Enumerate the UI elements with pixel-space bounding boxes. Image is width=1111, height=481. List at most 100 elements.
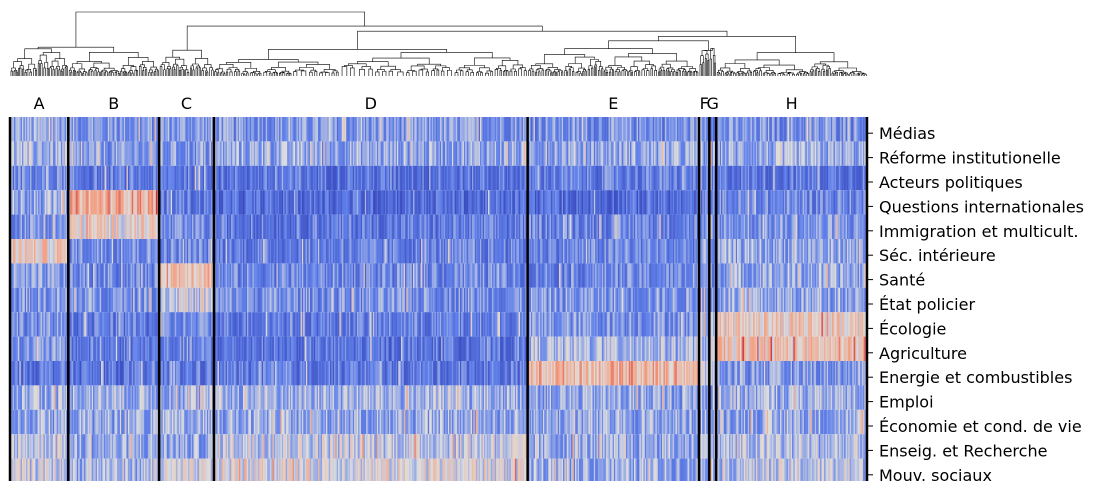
heatmap-cell [398, 239, 401, 264]
heatmap-cell [30, 117, 32, 142]
heatmap-cell [252, 141, 255, 166]
heatmap-cell [717, 141, 719, 166]
heatmap-cell [197, 239, 200, 264]
heatmap-cell [35, 117, 38, 142]
heatmap-cell [770, 190, 773, 215]
heatmap-cell [700, 239, 703, 264]
heatmap-cell [101, 165, 103, 191]
dendrogram-link [162, 62, 170, 67]
dendrogram-link [54, 58, 65, 66]
heatmap-cell [202, 165, 205, 191]
heatmap-cell [236, 190, 238, 215]
heatmap-cell [315, 165, 317, 191]
heatmap-cell [415, 190, 418, 215]
heatmap-cell [430, 117, 433, 142]
heatmap-cell [545, 190, 548, 215]
heatmap-cell [168, 117, 170, 142]
heatmap-cell [145, 239, 147, 264]
heatmap-cell [579, 263, 581, 288]
heatmap-cell [300, 117, 303, 142]
heatmap-cell [147, 141, 150, 166]
heatmap-cell [517, 263, 520, 288]
heatmap-cell [284, 117, 287, 142]
heatmap-cell [664, 117, 667, 142]
heatmap-cell [832, 263, 834, 288]
heatmap-cell [122, 239, 125, 264]
heatmap-cell [840, 141, 842, 166]
heatmap-cell [738, 117, 741, 142]
heatmap-cell [153, 190, 155, 215]
heatmap-cell [832, 141, 834, 166]
heatmap-cell [398, 141, 401, 166]
heatmap-cell [441, 214, 443, 239]
heatmap-cell [413, 141, 415, 166]
heatmap-cell [563, 263, 565, 288]
heatmap-cell [209, 141, 212, 166]
heatmap-cell [540, 214, 542, 239]
heatmap-cell [392, 214, 395, 239]
heatmap-cell [411, 263, 414, 288]
heatmap-cell [771, 117, 774, 142]
dendrogram-link [289, 73, 292, 76]
heatmap-cell [317, 165, 320, 191]
heatmap-cell [680, 214, 683, 239]
heatmap-cell [375, 141, 378, 166]
heatmap-cell [434, 190, 437, 215]
heatmap-cell [854, 190, 857, 215]
heatmap-cell [105, 117, 107, 142]
heatmap-cell [425, 214, 427, 239]
heatmap-cell [406, 214, 409, 239]
heatmap-cell [154, 117, 157, 142]
heatmap-cell [488, 190, 490, 215]
heatmap-cell [656, 141, 659, 166]
heatmap-cell [604, 117, 607, 142]
heatmap-cell [319, 141, 322, 166]
heatmap-cell [23, 141, 26, 166]
heatmap-cell [146, 263, 149, 288]
heatmap-cell [364, 165, 367, 191]
heatmap-cell [210, 190, 213, 215]
heatmap-cell [529, 165, 532, 191]
dendrogram-link [206, 71, 209, 76]
heatmap-cell [846, 214, 849, 239]
heatmap-cell [500, 141, 502, 166]
heatmap-cell [672, 141, 675, 166]
heatmap-cell [234, 214, 237, 239]
heatmap-cell [580, 214, 583, 239]
heatmap-cell [313, 117, 316, 142]
heatmap-cell [184, 239, 186, 264]
heatmap-cell [281, 263, 284, 288]
heatmap-cell [208, 165, 210, 191]
heatmap-cell [288, 214, 291, 239]
heatmap-cell [228, 214, 230, 239]
heatmap-cell [52, 214, 55, 239]
heatmap-cell [746, 117, 749, 142]
heatmap-cell [105, 141, 107, 166]
heatmap-cell [249, 190, 252, 215]
heatmap-cell [668, 165, 671, 191]
heatmap-cell [110, 190, 113, 215]
heatmap-cell [762, 117, 765, 142]
heatmap-cell [484, 214, 486, 239]
heatmap-cell [429, 214, 431, 239]
heatmap-cell [848, 214, 850, 239]
heatmap-cell [585, 165, 588, 191]
heatmap-cell [857, 239, 860, 264]
heatmap-cell [121, 141, 123, 166]
heatmap-cell [58, 190, 60, 215]
heatmap-cell [256, 263, 259, 288]
heatmap-cell [435, 263, 438, 288]
heatmap-cell [419, 141, 422, 166]
heatmap-cell [189, 141, 192, 166]
dendrogram-link [179, 66, 183, 71]
heatmap-cell [346, 263, 348, 288]
heatmap-cell [264, 263, 267, 288]
heatmap-cell [383, 165, 386, 191]
heatmap-cell [137, 239, 139, 264]
heatmap-cell [810, 239, 813, 264]
heatmap-cell [706, 141, 708, 166]
heatmap-cell [475, 263, 478, 288]
heatmap-cell [484, 117, 486, 142]
heatmap-cell [328, 117, 331, 142]
heatmap-cell [485, 214, 488, 239]
